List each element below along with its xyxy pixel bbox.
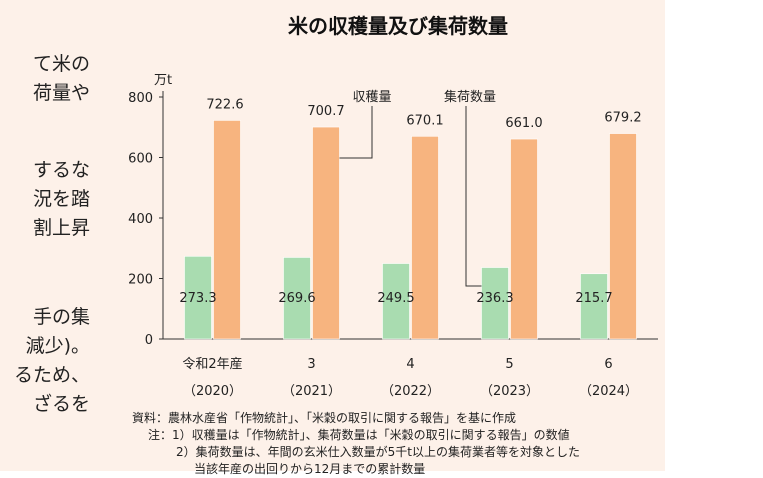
x-tick-year-label: （2022） (381, 384, 440, 399)
bar-chart: 米の収穫量及び集荷数量 万t 0 200 400 600 800 273.3 722.6 令… (128, 14, 658, 399)
data-label-harvest: 722.6 (206, 97, 243, 112)
body-text-fragment: て米の 荷量や するな 況を踏 割上昇 手の集 減少)。 るため、 ざるを (0, 50, 90, 419)
note-line: 当該年産の出回りから12月までの累計数量 (194, 462, 426, 476)
legend-label-harvest: 収穫量 (352, 90, 391, 105)
legend-leader-harvest (339, 106, 373, 159)
body-text-line: 手の集 (32, 306, 90, 328)
source-line: 資料：農林水産省「作物統計」、「米穀の取引に関する報告」を基に作成 (132, 411, 517, 425)
x-tick-label: 令和2年産 (182, 356, 242, 372)
x-tick-year-label: （2023） (480, 384, 539, 399)
x-tick-label: 5 (505, 357, 513, 372)
body-text-line: 況を踏 (32, 188, 90, 210)
x-tick-year-label: （2021） (282, 384, 341, 399)
body-text-line: て米の (32, 53, 90, 75)
body-text-line: るため、 (13, 364, 90, 386)
data-label-harvest: 679.2 (604, 111, 641, 126)
bar-shipment (580, 273, 608, 340)
x-tick-label: 4 (406, 357, 414, 372)
legend-label-shipment: 集荷数量 (444, 89, 496, 105)
y-tick-label: 200 (128, 273, 153, 288)
y-tick-label: 600 (128, 152, 153, 167)
data-label-shipment: 273.3 (179, 291, 216, 306)
bar-shipment (481, 267, 509, 340)
y-tick-label: 0 (145, 333, 153, 348)
bar-harvest (213, 120, 241, 340)
body-text-line: するな (32, 159, 90, 181)
bar-shipment (283, 257, 311, 340)
body-text-line: ざるを (32, 393, 90, 415)
x-tick-year-label: （2020） (183, 384, 242, 399)
bar-shipment (382, 263, 410, 340)
body-text-line: 割上昇 (32, 217, 90, 239)
body-text-line: 荷量や (32, 82, 90, 104)
y-axis-unit: 万t (154, 73, 172, 88)
x-tick-label: 6 (604, 357, 612, 372)
bar-harvest (510, 138, 538, 340)
y-tick-label: 400 (128, 212, 153, 227)
bar-harvest (411, 135, 439, 340)
x-tick-year-label: （2024） (579, 384, 638, 399)
data-label-harvest: 670.1 (406, 113, 443, 128)
y-tick-label: 800 (128, 91, 153, 106)
data-label-harvest: 700.7 (307, 104, 344, 119)
data-label-harvest: 661.0 (505, 116, 542, 131)
body-text-line: 減少)。 (25, 335, 90, 357)
bar-harvest (312, 126, 340, 340)
bar-harvest (609, 133, 637, 340)
chart-title: 米の収穫量及び集荷数量 (288, 14, 508, 38)
data-label-shipment: 236.3 (476, 291, 513, 306)
source-notes: 資料：農林水産省「作物統計」、「米穀の取引に関する報告」を基に作成 注：1）収穫… (132, 410, 580, 478)
x-tick-label: 3 (307, 357, 315, 372)
note-line: 注：1）収穫量は「作物統計」、集荷数量は「米穀の取引に関する報告」の数値 (148, 428, 570, 442)
data-label-shipment: 269.6 (278, 291, 315, 306)
bar-shipment (184, 256, 212, 340)
data-label-shipment: 249.5 (377, 291, 414, 306)
data-label-shipment: 215.7 (575, 291, 612, 306)
legend-leader-shipment (465, 106, 482, 287)
note-line: 2）集荷数量は、年間の玄米仕入数量が5千t以上の集荷業者等を対象とした (176, 445, 580, 459)
